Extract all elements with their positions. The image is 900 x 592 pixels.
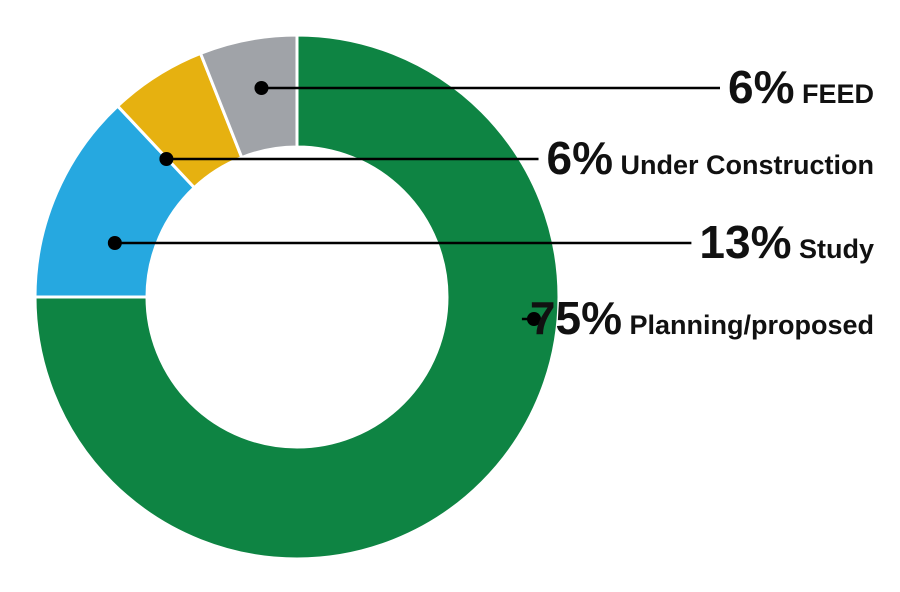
leader-dot-under-construction	[159, 152, 174, 166]
label-value: 6%	[728, 61, 794, 113]
label-planning-proposed: 75% Planning/proposed	[530, 292, 874, 344]
label-name: Planning/proposed	[622, 310, 874, 340]
leader-dot-feed	[254, 81, 269, 95]
leader-lines	[107, 81, 720, 326]
leader-dot-study	[107, 236, 122, 250]
label-name: Under Construction	[613, 150, 874, 180]
label-feed: 6% FEED	[728, 61, 874, 113]
label-study: 13% Study	[699, 216, 874, 268]
label-value: 6%	[547, 132, 613, 184]
slice-labels: 75% Planning/proposed 13% Study 6% Under C…	[530, 61, 874, 344]
label-name: FEED	[794, 79, 874, 109]
slice-feed	[198, 33, 299, 160]
label-name: Study	[791, 234, 874, 264]
leader-dot-planning-proposed	[526, 312, 541, 326]
label-value: 75%	[530, 292, 622, 344]
slice-planning-proposed	[33, 33, 561, 561]
label-under-construction: 6% Under Construction	[547, 132, 874, 184]
label-value: 13%	[699, 216, 791, 268]
donut-slices	[33, 33, 561, 561]
